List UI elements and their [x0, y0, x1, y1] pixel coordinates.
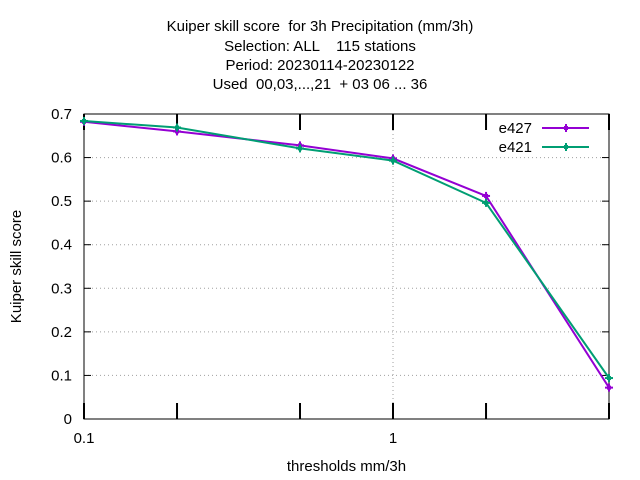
legend-item-e427: e427 [499, 120, 589, 137]
x-tick-label: 0.1 [74, 430, 95, 447]
legend: e427 e421 [499, 120, 589, 156]
y-tick-label: 0.5 [51, 193, 72, 210]
title-line-3: Period: 20230114-20230122 [225, 57, 415, 74]
data-series [80, 116, 613, 392]
data-point [80, 116, 88, 125]
y-tick-label: 0 [64, 411, 72, 428]
legend-label: e427 [499, 120, 532, 137]
y-tick-label: 0.1 [51, 367, 72, 384]
y-tick-label: 0.4 [51, 237, 72, 254]
data-point [295, 144, 304, 153]
series-e427 [80, 117, 613, 392]
y-tick-label: 0.6 [51, 150, 72, 167]
series-line-e427 [83, 120, 610, 389]
y-tick-label: 0.7 [51, 106, 72, 123]
legend-label: e421 [499, 139, 532, 156]
tick-labels: 00.10.20.30.40.50.60.70.1 1 [51, 106, 397, 447]
data-point [605, 374, 613, 383]
title-line-4: Used 00,03,...,21 + 03 06 ... 36 [212, 76, 428, 93]
data-point [482, 198, 491, 207]
x-tick-label: 1 [389, 430, 397, 447]
title-line-2: Selection: ALL 115 stations [224, 38, 416, 55]
y-axis-label: Kuiper skill score [8, 210, 25, 323]
data-point [482, 191, 491, 200]
data-point [389, 156, 398, 165]
y-tick-label: 0.3 [51, 280, 72, 297]
y-tick-label: 0.2 [51, 324, 72, 341]
data-point [173, 123, 182, 132]
data-point [605, 383, 613, 392]
gridlines [84, 114, 609, 419]
plot-frame [83, 113, 610, 420]
x-axis-label: thresholds mm/3h [287, 458, 406, 475]
title-line-1: Kuiper skill score for 3h Precipitation … [166, 18, 474, 35]
series-line-e421 [83, 120, 610, 379]
legend-item-e421: e421 [499, 139, 589, 156]
series-e421 [80, 116, 613, 383]
